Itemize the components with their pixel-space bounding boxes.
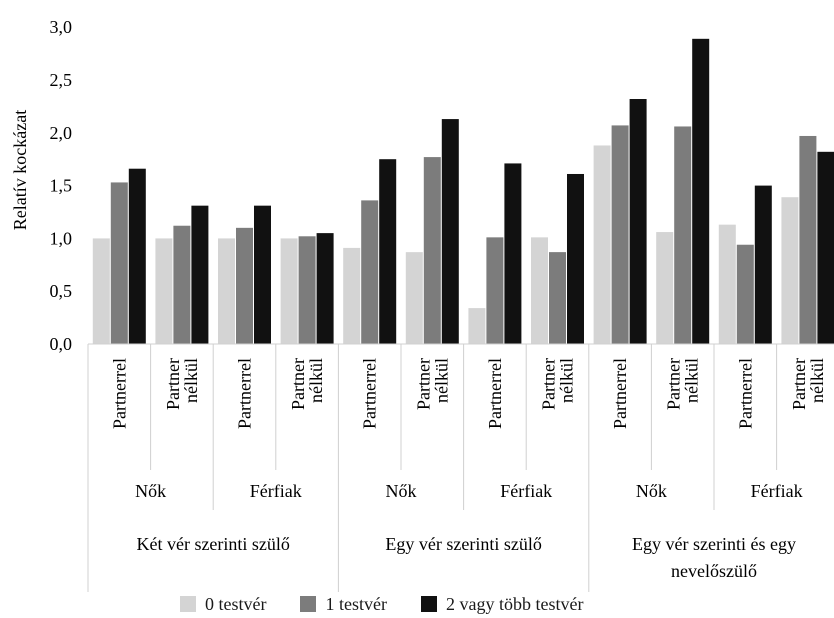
bars [92,38,834,345]
bar [736,244,754,344]
gender-group-label: Férfiak [250,481,302,501]
parent-group-label: nevelőszülő [671,561,757,581]
bar [486,237,504,344]
bar-chart: Relatív kockázat 0,0 0,5 1,0 1,5 2,0 2,5 3,0 P… [10,17,834,592]
y-axis: 0,0 0,5 1,0 1,5 2,0 2,5 3,0 [50,17,73,354]
bar [549,252,566,344]
legend-swatch [420,596,437,612]
category-label: Partnerrel [610,358,630,429]
bar [692,38,710,344]
category-label: nélkül [431,358,451,403]
bar [128,168,146,344]
bar [611,125,629,345]
bar [799,135,817,344]
legend-label: 1 testvér [325,593,387,614]
legend-item: 1 testvér [300,593,387,615]
bar [567,173,584,344]
parent-group-label: Egy vér szerinti és egy [632,534,796,554]
bar [817,151,834,344]
bar [92,238,110,344]
gender-group-label: Nők [636,481,667,501]
legend-item: 2 vagy több testvér [420,593,584,615]
bar [280,238,298,344]
y-tick-label: 2,0 [50,123,73,143]
bar [155,238,173,344]
legend-label: 0 testvér [205,593,267,614]
bar [316,233,334,344]
category-label: nélkül [807,358,827,403]
y-tick-label: 0,0 [50,334,73,354]
gender-group-labels: Nők Férfiak Nők Férfiak Nők Férfiak [135,481,802,501]
y-axis-label: Relatív kockázat [10,110,30,230]
bar [656,232,674,344]
category-label: Partnerrel [235,358,255,429]
gender-group-label: Férfiak [500,481,552,501]
y-tick-label: 3,0 [50,17,73,37]
category-label: nélkül [181,358,201,403]
y-tick-label: 1,5 [50,176,73,196]
category-label: Partner [789,358,809,410]
legend-swatch [180,596,196,612]
parent-group-labels: Két vér szerinti szülő Egy vér szerinti s… [136,534,796,581]
bar [629,99,647,345]
y-tick-label: 0,5 [50,281,73,301]
gender-group-label: Férfiak [751,481,803,501]
legend-item: 0 testvér [180,594,266,615]
bar [593,145,611,344]
bar [254,205,271,344]
category-label: nélkül [557,358,577,403]
gender-group-label: Nők [386,481,417,501]
bar [504,163,522,344]
bar [298,236,316,344]
category-label: Partnerrel [735,358,755,429]
category-label: nélkül [306,358,326,403]
category-label: Partner [539,358,559,410]
category-label: Partnerrel [360,358,380,429]
bar [423,157,441,344]
parent-group-label: Egy vér szerinti szülő [385,534,541,554]
category-label: nélkül [682,358,702,403]
category-label: Partner [288,358,308,410]
bar [218,238,235,344]
category-axis-frame [87,343,834,592]
bar [531,237,548,344]
category-label: Partner [413,358,433,410]
bar [674,126,692,345]
legend: 0 testvér 1 testvér 2 vagy több testvér [180,592,617,616]
category-label: Partner [664,358,684,410]
bar [191,205,209,344]
legend-swatch [300,596,317,612]
y-tick-label: 1,0 [50,228,73,248]
category-label: Partner [163,358,183,410]
parent-group-label: Két vér szerinti szülő [136,534,289,554]
bar [405,252,423,344]
bar [441,119,459,345]
bar [754,185,772,344]
bar [468,308,486,344]
bar [236,227,253,344]
gender-group-label: Nők [135,481,166,501]
bar [379,159,397,344]
bar [781,197,799,344]
bar [110,182,128,344]
bar [173,225,191,344]
legend-label: 2 vagy több testvér [445,593,584,614]
category-label: Partnerrel [485,358,505,429]
category-label: Partnerrel [109,358,129,429]
bar [718,224,736,344]
bar [361,200,379,344]
bar [343,247,361,344]
y-tick-label: 2,5 [50,70,73,90]
